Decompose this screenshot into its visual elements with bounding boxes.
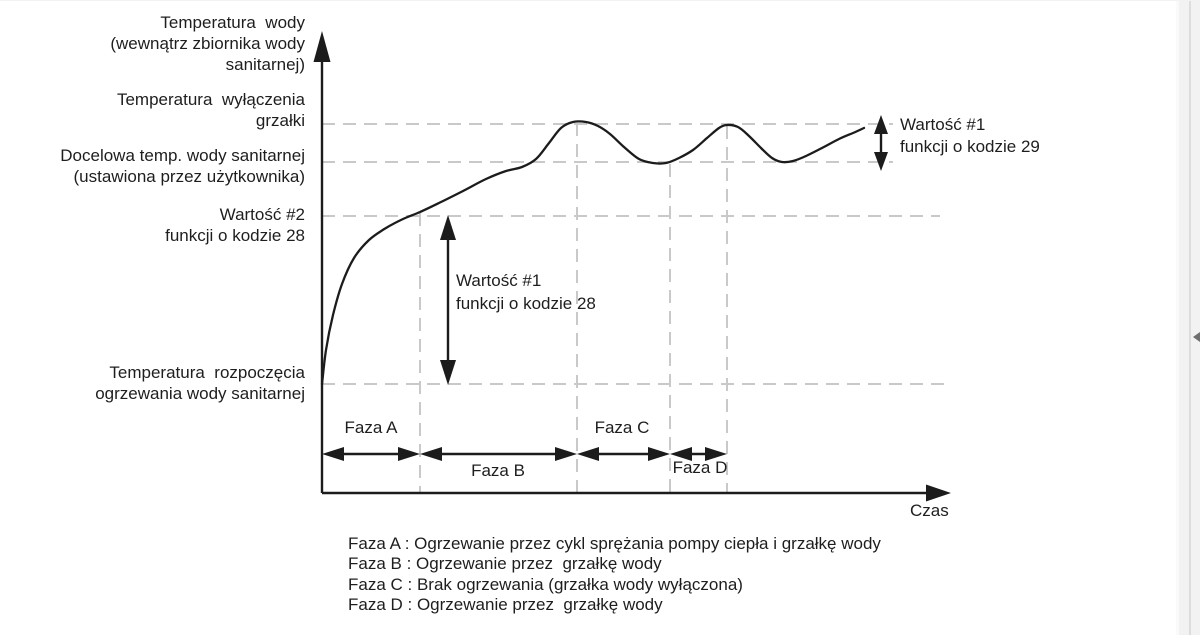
phase-arrows [322, 447, 727, 461]
side-panel-gutter [1176, 1, 1200, 635]
x-axis-arrowhead [926, 484, 951, 502]
y-axis-arrowhead [313, 31, 331, 62]
phase-b-label: Faza B [471, 461, 525, 480]
level-label-heater-off: Temperatura wyłączenia grzałki [116, 90, 305, 130]
phase-c-arrow [577, 447, 670, 461]
legend-line-faza-d: Faza D : Ogrzewanie przez grzałkę wody [348, 595, 663, 615]
annotation-code29: Wartość #1 funkcji o kodzie 29 [900, 115, 1040, 156]
level-label-value2-code28: Wartość #2 funkcji o kodzie 28 [165, 205, 305, 245]
vertical-guide-lines [419, 123, 728, 492]
phase-a-label: Faza A [344, 418, 398, 437]
delta-arrow-code29 [874, 115, 888, 171]
delta-arrow-code28 [440, 215, 456, 385]
gutter-divider [1189, 1, 1191, 635]
phase-b-arrow [420, 447, 577, 461]
y-axis-title: Temperatura wody (wewnątrz zbiornika wod… [110, 13, 305, 74]
phase-a-arrow [322, 447, 420, 461]
level-label-heating-start: Temperatura rozpoczęcia ogrzewania wody … [95, 363, 305, 403]
collapse-panel-arrow-icon[interactable] [1193, 332, 1200, 342]
x-axis-label: Czas [910, 501, 949, 520]
legend-line-faza-a: Faza A : Ogrzewanie przez cykl sprężania… [348, 534, 881, 553]
phase-d-arrow [670, 447, 727, 461]
annotation-code28: Wartość #1 funkcji o kodzie 28 [456, 271, 596, 313]
y-axis [313, 31, 331, 493]
legend-line-faza-c: Faza C : Brak ogrzewania (grzałka wody w… [348, 574, 743, 594]
x-axis [322, 484, 951, 502]
phase-d-label: Faza D [672, 458, 728, 477]
gutter-highlight [1176, 1, 1179, 635]
horizontal-guide-lines [322, 123, 945, 385]
level-label-target-temp: Docelowa temp. wody sanitarnej (ustawion… [60, 146, 305, 186]
legend-line-faza-b: Faza B : Ogrzewanie przez grzałkę wody [348, 554, 662, 574]
temperature-curve [320, 120, 866, 386]
phase-legend: Faza A : Ogrzewanie przez cykl sprężania… [348, 534, 881, 616]
phase-c-label: Faza C [594, 418, 650, 437]
